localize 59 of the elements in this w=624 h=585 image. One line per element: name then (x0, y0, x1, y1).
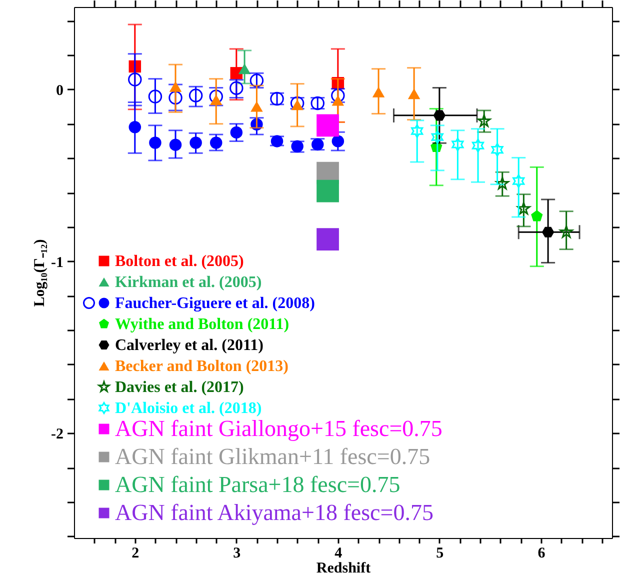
point (188, 88, 203, 102)
point (148, 90, 162, 104)
x-tick-label: 2 (132, 546, 140, 562)
y-axis-title: Log₁₀(Γ₋₁₂) (32, 239, 48, 307)
point (491, 142, 504, 157)
point (149, 136, 162, 149)
legend-label: D'Aloisio et al. (2018) (115, 400, 262, 417)
point (238, 64, 251, 74)
point (168, 90, 182, 105)
point (411, 124, 424, 138)
point (128, 121, 142, 134)
point (169, 138, 182, 151)
point (230, 81, 244, 95)
point (169, 81, 182, 92)
legend-label: Kirkman et al. (2005) (115, 274, 262, 291)
legend-label: Calverley et al. (2011) (115, 337, 264, 354)
x-tick-label: 3 (233, 546, 241, 562)
point (210, 94, 222, 106)
legend-label: AGN faint Parsa+18 fesc=0.75 (115, 472, 400, 497)
point (372, 86, 385, 98)
legend-label: AGN faint Akiyama+18 fesc=0.75 (115, 500, 434, 525)
y-tick-label: -2 (51, 426, 64, 443)
point (128, 72, 142, 86)
legend-label: Faucher-Giguere et al. (2008) (115, 295, 315, 312)
point (250, 101, 263, 112)
legend-label: Davies et al. (2017) (115, 379, 244, 396)
point (408, 88, 420, 100)
point (512, 174, 525, 188)
legend-label: AGN faint Glikman+11 fesc=0.75 (115, 444, 430, 469)
point (332, 135, 344, 148)
point (190, 136, 202, 149)
point (478, 114, 491, 127)
point (531, 210, 543, 222)
x-tick-label: 4 (334, 546, 343, 562)
point (210, 136, 222, 149)
point (316, 180, 339, 202)
point (316, 228, 339, 251)
point (496, 176, 509, 190)
x-axis-title: Redshift (316, 560, 371, 576)
point (542, 226, 554, 238)
y-tick-label: 0 (56, 82, 64, 99)
point (472, 138, 484, 152)
point (431, 130, 444, 144)
point (230, 126, 243, 139)
point (291, 99, 304, 110)
y-tick-label: -1 (51, 254, 64, 271)
legend-label: AGN faint Giallongo+15 fesc=0.75 (115, 416, 442, 441)
point (332, 95, 344, 106)
point (517, 202, 530, 214)
point (209, 90, 223, 104)
legend-label: Wyithe and Bolton (2011) (115, 316, 290, 333)
legend-label: Becker and Bolton (2013) (115, 358, 288, 375)
x-tick-label: 6 (538, 546, 546, 562)
point (560, 225, 573, 238)
legend-label: Bolton et al. (2005) (115, 253, 244, 270)
point (316, 114, 339, 137)
point (433, 110, 446, 121)
point (452, 138, 464, 152)
x-tick-label: 5 (436, 546, 444, 562)
